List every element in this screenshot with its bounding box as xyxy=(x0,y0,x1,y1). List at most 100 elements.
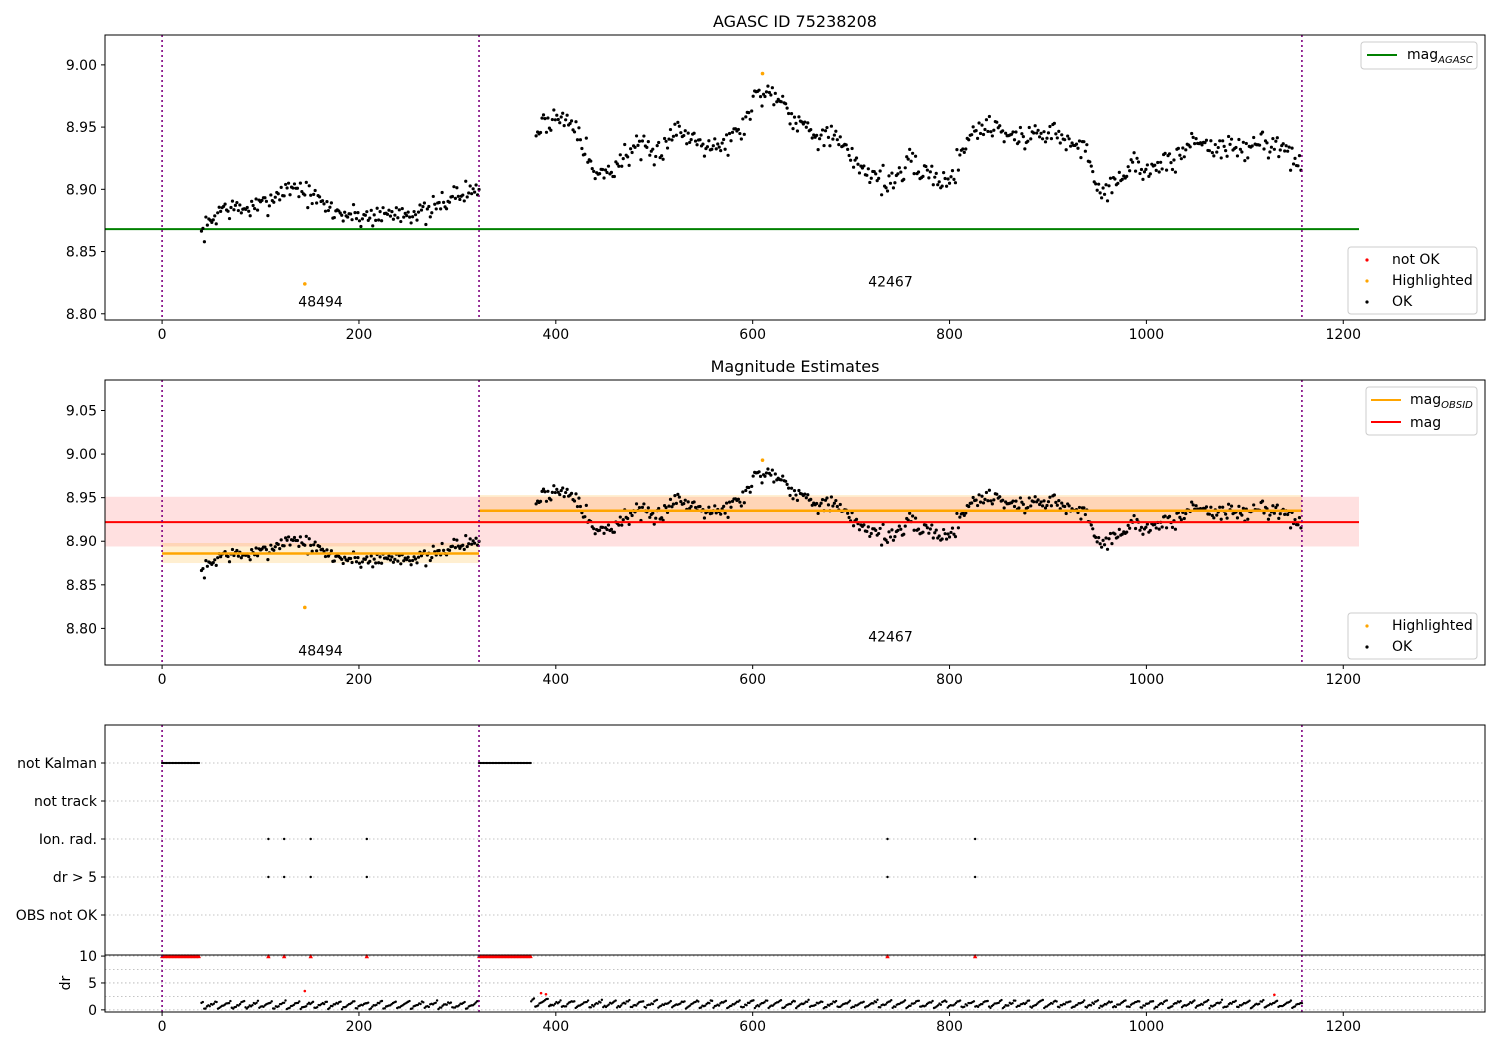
ok-point xyxy=(210,220,214,225)
dr-point xyxy=(814,1003,817,1007)
ok-point xyxy=(298,181,302,185)
plot-frame xyxy=(104,954,1486,1013)
ok-point xyxy=(1284,144,1288,148)
ok-point xyxy=(462,547,466,551)
ok-point xyxy=(986,129,990,134)
ok-point xyxy=(927,531,931,535)
ok-point xyxy=(857,528,862,532)
ok-point xyxy=(829,495,834,499)
agasc-point-legend: not OK Highlighted OK xyxy=(1347,246,1478,315)
ok-point xyxy=(683,129,687,133)
dr-point xyxy=(753,1006,757,1010)
ok-point xyxy=(707,505,711,509)
ok-point xyxy=(769,93,773,97)
ok-point xyxy=(809,127,813,132)
ok-point xyxy=(1039,131,1043,135)
ok-point xyxy=(930,164,934,168)
magnitude-panel-axes: 0 200 400 600 800 1000 1200 8.80 8.85 8.90 8.95 9.0… xyxy=(66,379,1486,688)
ok-point xyxy=(1221,505,1225,509)
ok-point xyxy=(307,184,311,188)
dr-point xyxy=(958,999,962,1002)
ok-point xyxy=(584,136,588,140)
dr-point xyxy=(699,1006,703,1009)
ok-point xyxy=(990,502,994,506)
ok-point xyxy=(803,492,807,496)
ok-point xyxy=(822,143,826,148)
dr-point xyxy=(644,1006,648,1009)
ok-point xyxy=(727,131,732,136)
dr-point xyxy=(1234,999,1237,1003)
dr-point xyxy=(322,1002,326,1006)
ok-point xyxy=(710,511,714,515)
ok-point xyxy=(577,126,581,130)
ok-point xyxy=(773,472,777,476)
dr-point xyxy=(834,999,838,1003)
ok-point xyxy=(578,138,583,142)
dr-point xyxy=(630,1005,634,1009)
ok-point xyxy=(437,200,441,205)
ok-point xyxy=(668,127,673,132)
ok-point xyxy=(1110,191,1114,195)
legend-frame xyxy=(1347,612,1478,660)
ok-point xyxy=(880,543,884,547)
ok-point xyxy=(693,505,698,510)
ok-point xyxy=(236,208,240,213)
ok-point xyxy=(332,215,336,220)
ok-point xyxy=(661,518,665,522)
ok-point xyxy=(263,196,267,200)
ok-point xyxy=(905,155,909,159)
ok-point xyxy=(1170,525,1175,529)
ok-point xyxy=(763,474,767,478)
ok-point xyxy=(204,215,208,219)
dr-point xyxy=(1293,1005,1297,1008)
ok-point xyxy=(565,487,569,491)
ok-point xyxy=(346,215,350,219)
ok-point xyxy=(896,528,900,532)
ok-point xyxy=(679,131,683,135)
ok-point xyxy=(674,501,678,505)
ok-point xyxy=(775,100,779,104)
ok-point xyxy=(575,138,580,142)
ok-point xyxy=(869,176,873,180)
ok-point xyxy=(621,157,625,161)
ok-point xyxy=(657,140,661,145)
ok-point xyxy=(609,170,614,174)
ok-point xyxy=(329,201,333,205)
ok-point xyxy=(772,480,776,484)
ok-point xyxy=(255,554,260,558)
dr-point xyxy=(328,1006,331,1010)
ok-point xyxy=(1237,504,1241,508)
ok-point xyxy=(983,127,987,132)
ok-point xyxy=(936,183,940,187)
ok-point xyxy=(981,132,986,137)
ok-point xyxy=(887,174,891,178)
ok-point xyxy=(908,147,912,151)
ok-point xyxy=(986,499,990,503)
ok-point xyxy=(952,177,956,181)
dr-point xyxy=(1096,999,1100,1002)
dr-point xyxy=(1058,1006,1061,1009)
ok-point xyxy=(309,543,313,547)
ok-point xyxy=(902,532,906,536)
ok-point xyxy=(354,217,359,221)
ok-point xyxy=(1046,500,1051,504)
ok-point xyxy=(320,199,325,203)
ok-point xyxy=(781,474,785,478)
ok-point xyxy=(846,511,850,515)
ok-point xyxy=(940,184,944,188)
ok-point xyxy=(1200,143,1204,147)
ok-point xyxy=(393,213,397,217)
x-tick-label: 1200 xyxy=(1325,1019,1361,1035)
ok-point xyxy=(1036,498,1040,502)
ok-point xyxy=(378,210,382,214)
agasc-panel-axes: 0 200 400 600 800 1000 1200 8.80 8.85 8.90 8.95 9.0… xyxy=(66,34,1486,343)
ok-point xyxy=(1271,136,1275,141)
ok-point xyxy=(1058,141,1062,145)
x-tick-label: 0 xyxy=(158,327,167,343)
ok-point xyxy=(1063,138,1067,142)
ok-point xyxy=(912,171,916,176)
ok-point xyxy=(673,122,677,126)
dr-point xyxy=(292,1003,295,1007)
ok-point xyxy=(323,209,328,213)
ok-point xyxy=(1011,130,1015,134)
